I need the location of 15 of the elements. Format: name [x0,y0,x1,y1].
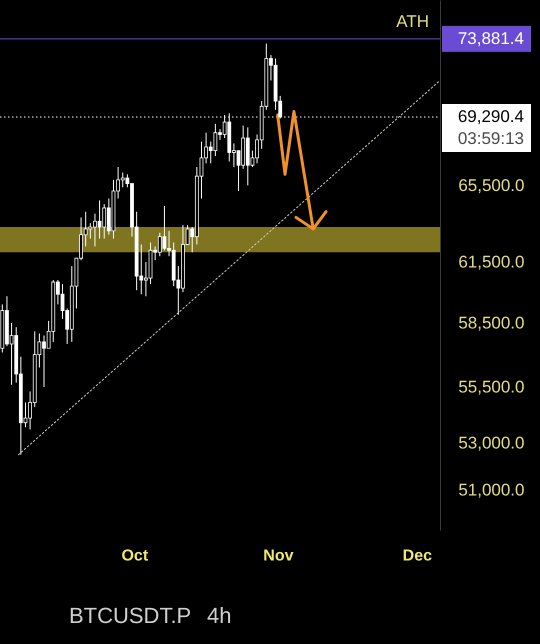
x-tick-label: Oct [121,548,149,564]
y-tick-label: 58,500.0 [458,313,524,332]
text: 03:59:13 [458,128,524,148]
text: 4h [207,603,232,628]
y-tick-label: 61,500.0 [458,252,524,272]
annotation: ATH [396,12,429,31]
y-tick-label: 65,500.0 [458,176,524,195]
ref-line-label: 69,290.4 [458,106,524,126]
x-tick-label: Dec [402,548,432,564]
ref-line-label: 73,881.4 [458,28,524,48]
y-tick-label: 53,000.0 [458,434,524,453]
y-tick-label: 51,000.0 [458,480,524,500]
text: BTCUSDT.P [69,603,192,628]
x-tick-label: Nov [263,548,294,564]
y-tick-label: 55,500.0 [458,378,524,397]
